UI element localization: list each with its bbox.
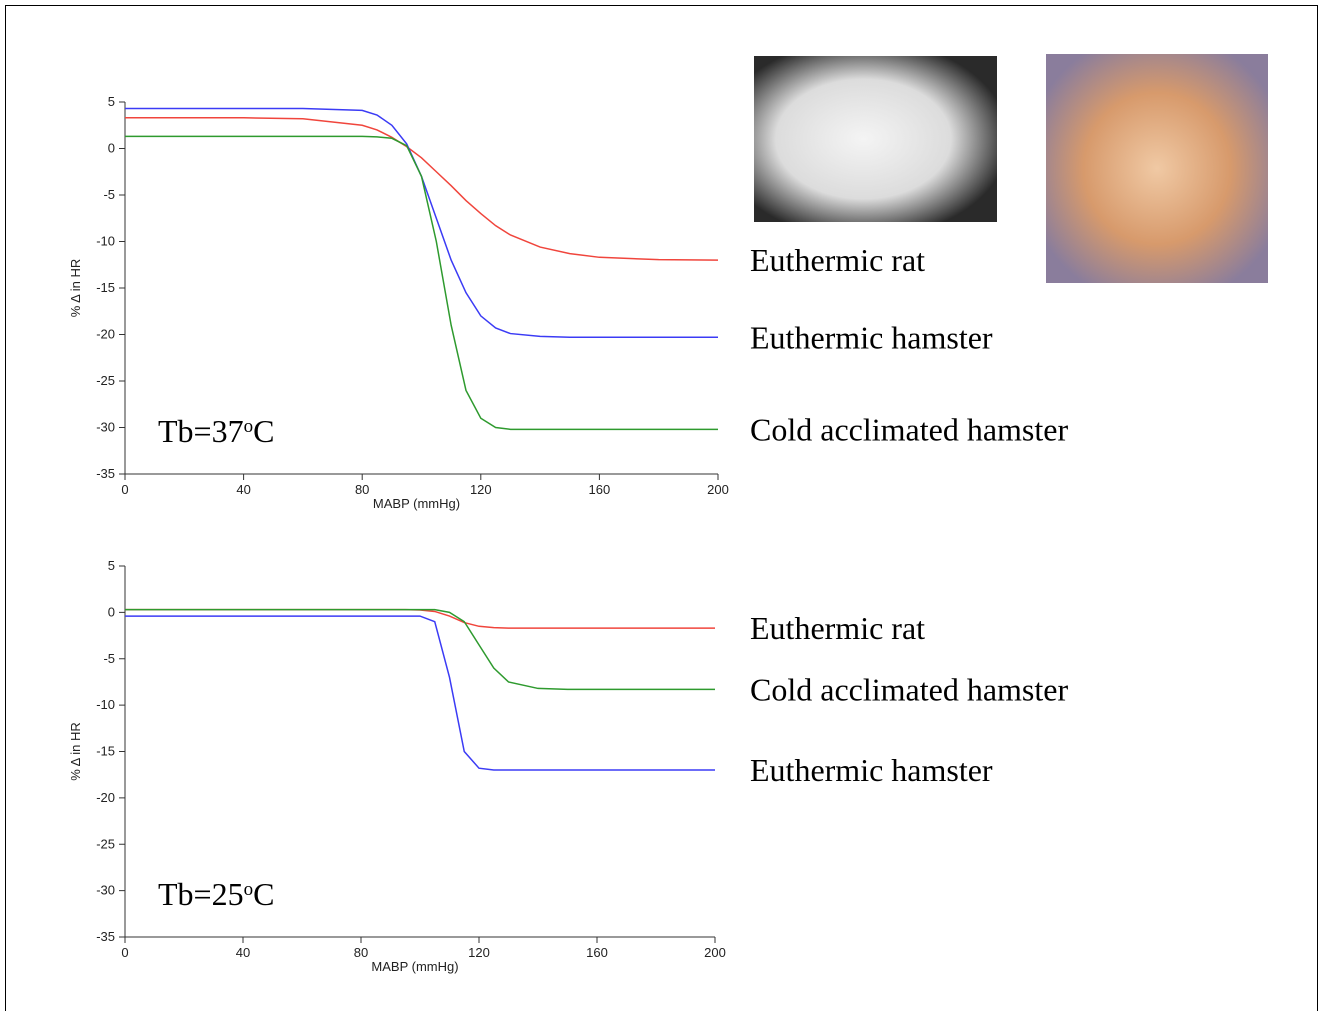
x-tick-label: 200: [704, 945, 726, 960]
annotation: Tb=25oC: [158, 876, 274, 912]
x-tick-label: 40: [236, 945, 250, 960]
y-tick-label: 0: [108, 141, 115, 156]
annotation-part: Tb=37: [158, 413, 244, 449]
x-axis-title: MABP (mmHg): [373, 496, 460, 511]
annotation-part: C: [253, 413, 274, 449]
x-tick-label: 80: [355, 482, 369, 497]
y-tick-label: -5: [103, 187, 115, 202]
x-tick-label: 160: [586, 945, 608, 960]
y-tick-label: -10: [96, 234, 115, 249]
y-tick-label: -35: [96, 466, 115, 481]
annotation: Tb=37oC: [158, 413, 274, 449]
y-tick-label: -20: [96, 790, 115, 805]
y-tick-label: -20: [96, 327, 115, 342]
x-tick-label: 0: [121, 945, 128, 960]
series-line: [125, 615, 715, 771]
x-tick-label: 160: [589, 482, 611, 497]
x-tick-label: 80: [354, 945, 368, 960]
series-label: Cold acclimated hamster: [750, 411, 1068, 447]
x-tick-label: 120: [468, 945, 490, 960]
annotation-part: o: [244, 416, 254, 437]
x-tick-label: 0: [121, 482, 128, 497]
y-tick-label: -5: [103, 651, 115, 666]
series-label: Euthermic hamster: [750, 752, 993, 788]
y-tick-label: -15: [96, 744, 115, 759]
annotation-part: C: [253, 876, 274, 912]
y-axis-title: % Δ in HR: [68, 259, 83, 318]
y-axis-title: % Δ in HR: [68, 722, 83, 781]
series-line: [125, 608, 715, 691]
series-line: [125, 135, 718, 431]
x-tick-label: 40: [236, 482, 250, 497]
series-line: [125, 117, 719, 261]
annotation-part: o: [244, 879, 254, 900]
x-tick-label: 120: [470, 482, 492, 497]
y-tick-label: 5: [108, 558, 115, 573]
y-tick-label: -25: [96, 836, 115, 851]
y-tick-label: -15: [96, 280, 115, 295]
series-label: Euthermic rat: [750, 242, 925, 278]
annotation-part: Tb=25: [158, 876, 244, 912]
slide-frame: [5, 5, 1318, 1011]
x-tick-label: 200: [707, 482, 729, 497]
series-line: [125, 107, 718, 339]
y-tick-label: 5: [108, 94, 115, 109]
series-line: [125, 608, 715, 629]
y-tick-label: -30: [96, 420, 115, 435]
series-label: Euthermic hamster: [750, 319, 993, 355]
y-tick-label: 0: [108, 604, 115, 619]
series-label: Cold acclimated hamster: [750, 671, 1068, 707]
rat-photo: [754, 56, 997, 222]
y-tick-label: -30: [96, 883, 115, 898]
series-label: Euthermic rat: [750, 610, 925, 646]
y-tick-label: -25: [96, 373, 115, 388]
y-tick-label: -10: [96, 697, 115, 712]
hamster-photo: [1046, 54, 1268, 283]
y-tick-label: -35: [96, 929, 115, 944]
x-axis-title: MABP (mmHg): [371, 959, 458, 974]
